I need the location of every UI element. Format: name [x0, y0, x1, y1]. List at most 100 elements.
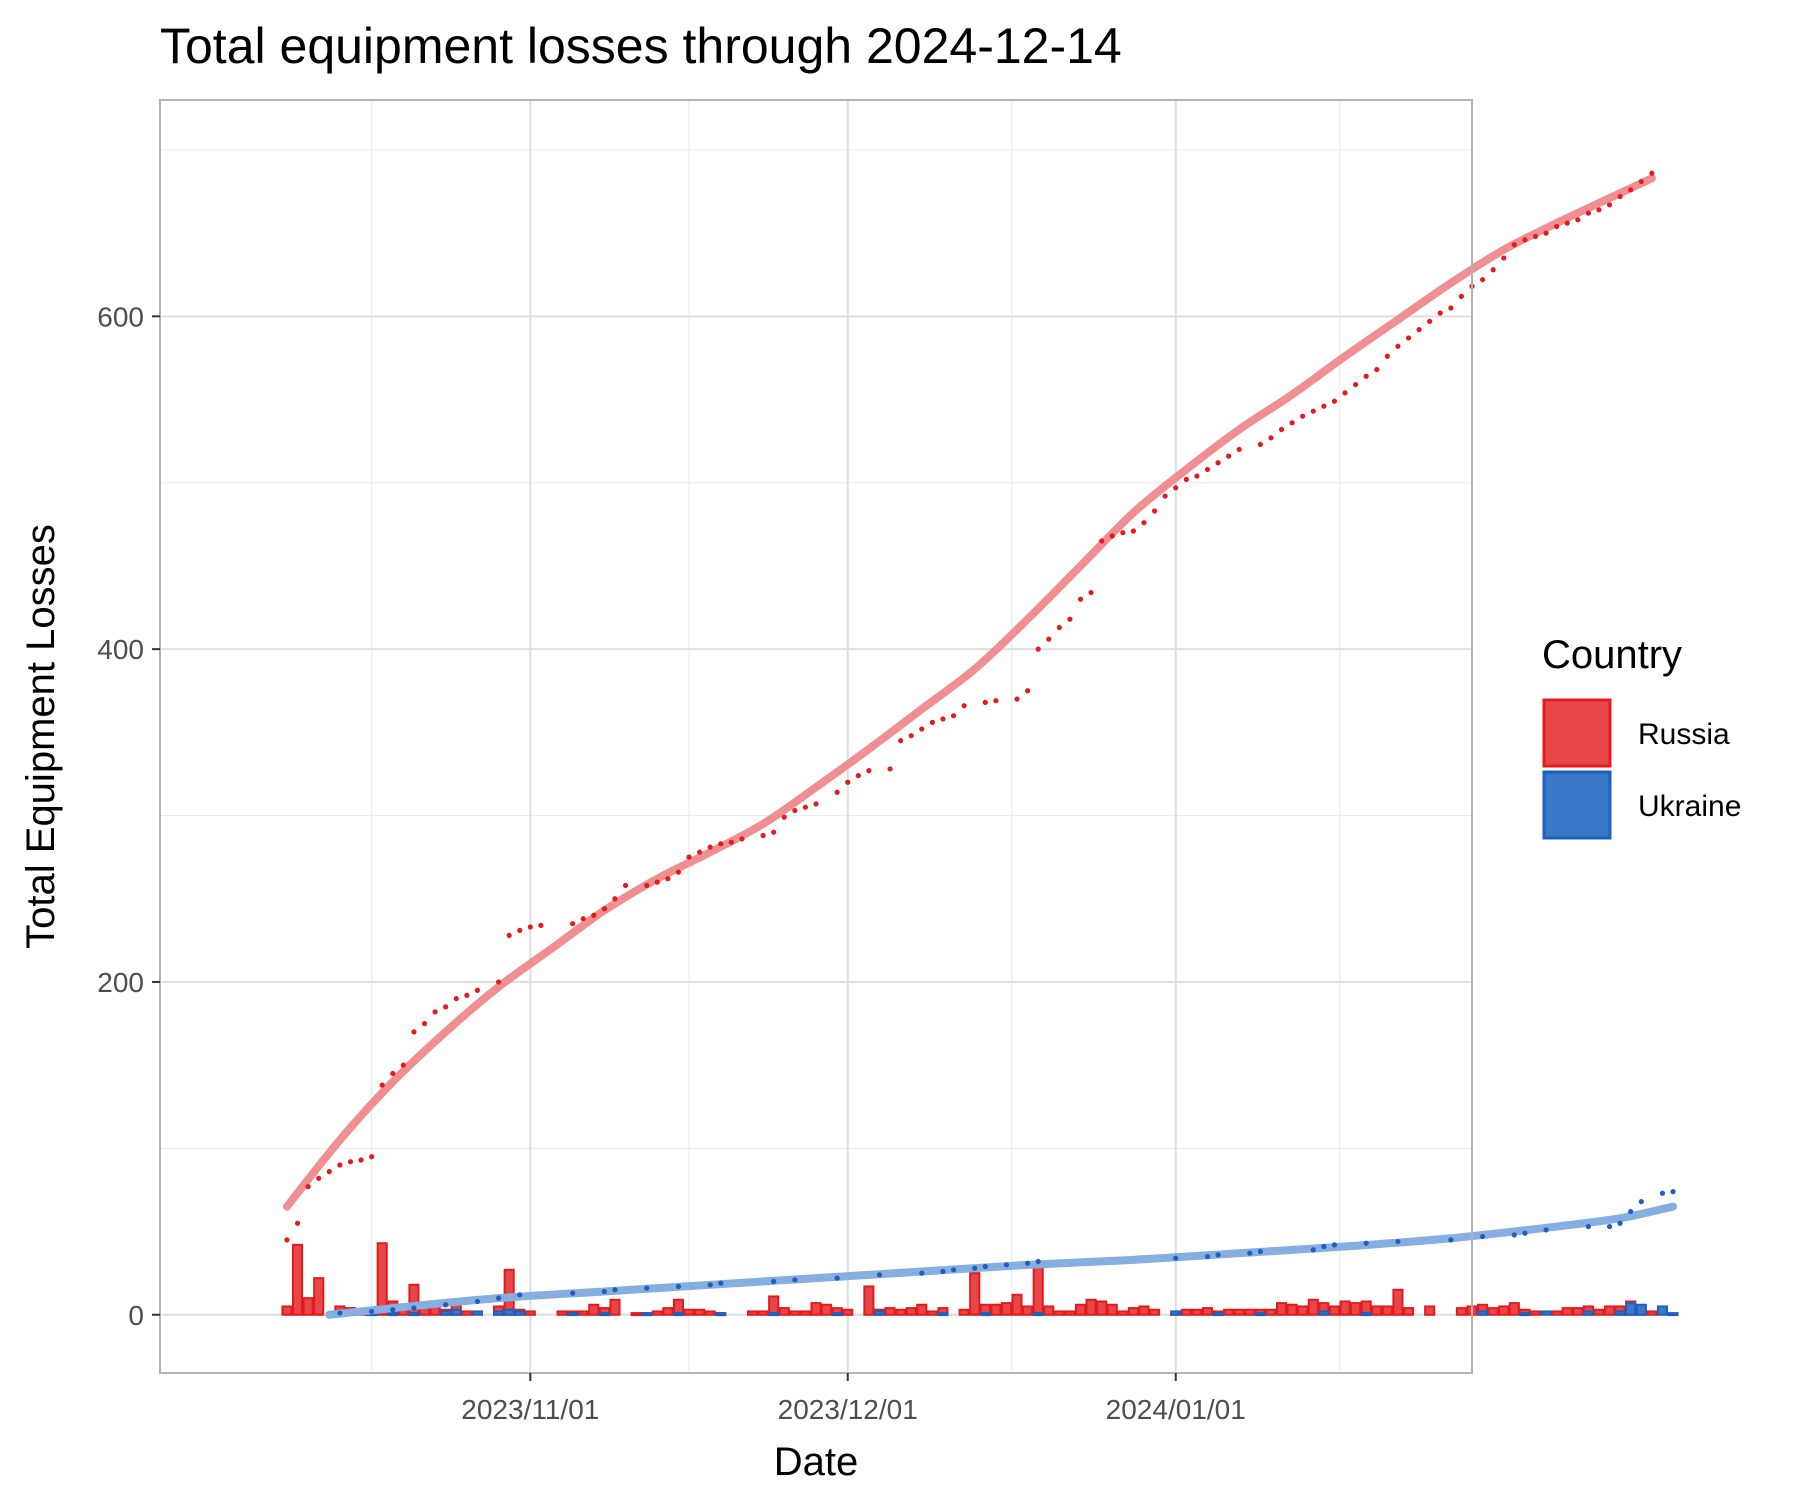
russia-daily-bar — [863, 1285, 875, 1316]
ukraine-cumulative-point — [1247, 1250, 1253, 1256]
russia-cumulative-point — [1585, 210, 1591, 216]
russia-cumulative-point — [443, 1004, 449, 1010]
russia-daily-bar — [1011, 1293, 1023, 1316]
legend-items: Russia Ukraine — [1542, 698, 1741, 840]
russia-daily-bar — [376, 1242, 388, 1316]
ukraine-cumulative-point — [1522, 1230, 1528, 1236]
russia-cumulative-point — [1310, 408, 1316, 414]
x-axis-title: Date — [774, 1440, 859, 1484]
russia-daily-bar — [461, 1310, 473, 1316]
russia-daily-bar — [1117, 1310, 1129, 1316]
ukraine-cumulative-point — [972, 1265, 978, 1271]
russia-cumulative-point — [1427, 318, 1433, 324]
ukraine-daily-bar — [1582, 1310, 1594, 1316]
russia-cumulative-point — [337, 1162, 343, 1168]
russia-daily-bar — [1646, 1310, 1658, 1316]
russia-cumulative-point — [591, 912, 597, 918]
russia-daily-bar — [1487, 1307, 1499, 1316]
russia-cumulative-point — [1384, 353, 1390, 359]
russia-cumulative-point — [1109, 533, 1115, 539]
russia-cumulative-point — [834, 789, 840, 795]
russia-cumulative-point — [1490, 267, 1496, 273]
russia-daily-bar — [694, 1308, 706, 1316]
russia-cumulative-point — [982, 699, 988, 705]
russia-cumulative-point — [411, 1029, 417, 1035]
russia-daily-bar — [1529, 1310, 1542, 1316]
ukraine-cumulative-point — [1628, 1208, 1634, 1215]
ukraine-daily-bar — [503, 1308, 515, 1316]
ukraine-cumulative-point — [644, 1285, 650, 1291]
ukraine-daily-bar — [471, 1310, 483, 1316]
russia-cumulative-point — [1014, 696, 1020, 702]
russia-cumulative-point — [580, 916, 586, 922]
ukraine-cumulative-point — [940, 1268, 946, 1275]
russia-cumulative-point — [1416, 327, 1422, 333]
ukraine-daily-bar — [1625, 1302, 1637, 1316]
ukraine-daily-bar — [937, 1312, 949, 1317]
ukraine-cumulative-point — [1448, 1237, 1454, 1243]
russia-daily-bar — [1043, 1305, 1055, 1316]
russia-cumulative-point — [400, 1062, 406, 1068]
russia-daily-bar — [313, 1277, 325, 1316]
russia-cumulative-point — [1606, 202, 1613, 208]
russia-daily-bar — [969, 1272, 981, 1316]
russia-daily-bar — [895, 1308, 907, 1316]
ukraine-cumulative-point — [919, 1270, 925, 1276]
russia-cumulative-point — [781, 814, 787, 820]
ukraine-cumulative-point — [718, 1280, 724, 1286]
russia-cumulative-point — [1458, 293, 1465, 299]
ukraine-cumulative-point — [612, 1287, 618, 1293]
ukraine-daily-bar — [1519, 1312, 1531, 1317]
russia-daily-bar — [1328, 1305, 1341, 1316]
russia-cumulative-point — [1215, 460, 1221, 466]
russia-daily-bar — [1275, 1302, 1288, 1316]
russia-daily-bar — [1053, 1310, 1065, 1316]
legend-title: Country — [1542, 633, 1682, 677]
ukraine-cumulative-point — [1617, 1220, 1623, 1226]
ukraine-cumulative-point — [707, 1282, 713, 1288]
russia-daily-bar — [1371, 1305, 1383, 1316]
x-tick-label: 2024/01/01 — [1106, 1394, 1246, 1425]
russia-cumulative-point — [1374, 366, 1380, 373]
russia-cumulative-point — [866, 768, 872, 774]
ukraine-daily-bar — [1032, 1312, 1044, 1317]
russia-daily-bar — [1233, 1308, 1245, 1316]
plot-panel — [159, 99, 1679, 1374]
russia-daily-bar — [768, 1295, 780, 1316]
ukraine-cumulative-point — [390, 1307, 396, 1313]
ukraine-daily-bar — [641, 1312, 653, 1317]
russia-cumulative-point — [908, 733, 914, 739]
russia-cumulative-point — [665, 876, 671, 882]
russia-daily-bar — [958, 1308, 970, 1316]
russia-cumulative-point — [1194, 473, 1200, 479]
ukraine-cumulative-point — [601, 1288, 607, 1295]
russia-cumulative-point — [739, 836, 745, 842]
ukraine-cumulative-point — [474, 1298, 481, 1305]
legend-label-russia: Russia — [1638, 718, 1730, 751]
russia-cumulative-point — [802, 804, 809, 810]
ukraine-daily-bar — [768, 1312, 780, 1317]
russia-daily-bar — [503, 1268, 515, 1316]
ukraine-cumulative-point — [834, 1275, 840, 1281]
russia-daily-bar — [291, 1243, 304, 1316]
russia-cumulative-point — [453, 995, 459, 1002]
chart-title: Total equipment losses through 2024-12-1… — [160, 18, 1122, 74]
ukraine-cumulative-point — [443, 1302, 449, 1308]
russia-daily-bar — [1402, 1307, 1415, 1316]
russia-cumulative-point — [1395, 343, 1401, 349]
russia-cumulative-point — [760, 832, 766, 839]
russia-daily-bar — [524, 1310, 536, 1316]
russia-daily-bar — [662, 1307, 674, 1316]
russia-daily-bar — [810, 1302, 822, 1316]
russia-cumulative-point — [1077, 596, 1084, 602]
cumulative-points — [284, 170, 1676, 1316]
russia-daily-bar — [1350, 1302, 1362, 1316]
russia-daily-bar — [1106, 1303, 1118, 1316]
russia-cumulative-point — [654, 879, 660, 885]
russia-cumulative-point — [474, 987, 481, 993]
russia-cumulative-point — [1268, 435, 1274, 441]
russia-cumulative-point — [495, 979, 502, 985]
russia-cumulative-point — [1554, 223, 1560, 230]
ukraine-cumulative-point — [517, 1292, 523, 1298]
russia-daily-bar — [1223, 1308, 1235, 1316]
